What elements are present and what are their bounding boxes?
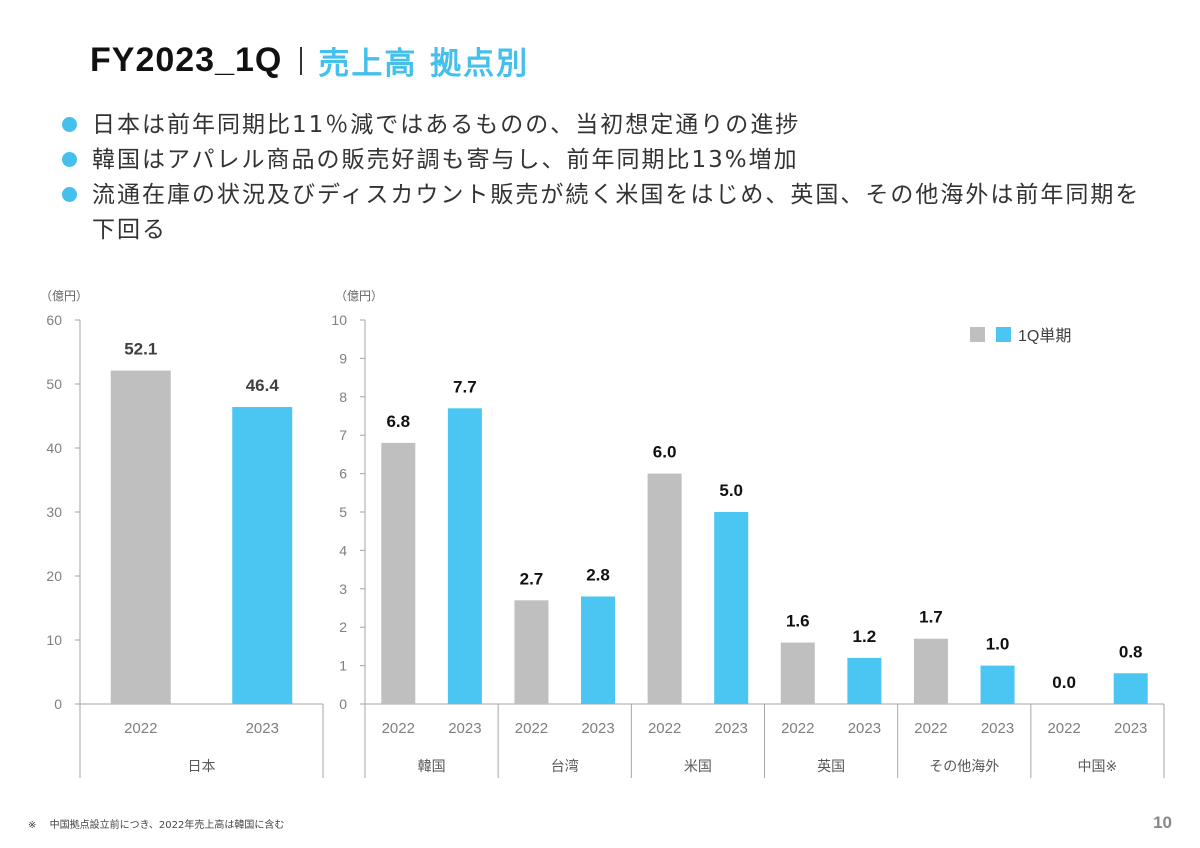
group-label: 台湾 <box>551 758 579 774</box>
data-label: 2.8 <box>586 565 610 584</box>
bullet-item: 流通在庫の状況及びディスカウント販売が続く米国をはじめ、英国、その他海外は前年同… <box>60 178 1160 248</box>
data-label: 0.8 <box>1119 642 1143 661</box>
bar-2022 <box>514 600 549 704</box>
y-tick-label: 2 <box>339 619 347 635</box>
footnote: ※ 中国拠点設立前につき、2022年売上高は韓国に含む <box>28 816 284 831</box>
bullet-dot-icon <box>62 187 77 202</box>
bar-2022 <box>381 442 416 704</box>
bar-2023 <box>714 512 749 704</box>
x-tick-label: 2023 <box>981 720 1014 737</box>
y-tick-label: 1 <box>339 658 347 674</box>
group-label: 日本 <box>188 758 216 774</box>
bar-2022 <box>647 473 682 704</box>
data-label: 1.0 <box>986 635 1010 654</box>
footnote-text: 中国拠点設立前につき、2022年売上高は韓国に含む <box>49 820 285 831</box>
y-tick-label: 4 <box>339 542 347 558</box>
bar-2022 <box>110 370 171 704</box>
x-tick-label: 2022 <box>382 720 415 737</box>
summary-bullets: 日本は前年同期比11％減ではあるものの、当初想定通りの進捗 韓国はアパレル商品の… <box>60 108 1160 248</box>
bar-2022 <box>780 642 815 704</box>
y-axis-unit-label: （億円） <box>335 289 383 303</box>
y-tick-label: 30 <box>46 504 62 520</box>
x-tick-label: 2022 <box>648 720 681 737</box>
y-tick-label: 6 <box>339 466 347 482</box>
x-tick-label: 2023 <box>448 720 481 737</box>
y-tick-label: 5 <box>339 504 347 520</box>
x-tick-label: 2023 <box>581 720 614 737</box>
group-label: その他海外 <box>929 758 999 774</box>
bar-2023 <box>447 408 482 704</box>
y-tick-label: 3 <box>339 581 347 597</box>
page-number: 10 <box>1153 813 1172 832</box>
y-tick-label: 8 <box>339 389 347 405</box>
x-tick-label: 2022 <box>914 720 947 737</box>
y-tick-label: 0 <box>54 696 62 712</box>
group-label: 韓国 <box>418 758 446 774</box>
legend-swatch-2022 <box>970 327 985 342</box>
group-label: 英国 <box>817 758 845 774</box>
x-tick-label: 2023 <box>848 720 881 737</box>
data-label: 52.1 <box>124 340 157 359</box>
bar-2023 <box>232 407 293 704</box>
bar-2023 <box>581 596 616 704</box>
bar-2023 <box>847 657 882 704</box>
title-topic: 売上高 拠点別 <box>318 46 530 82</box>
data-label: 2.7 <box>520 569 544 588</box>
bar-2022 <box>913 638 948 704</box>
slide-title: FY2023_1Q 売上高 拠点別 <box>90 38 529 83</box>
y-tick-label: 40 <box>46 440 62 456</box>
data-label: 46.4 <box>246 376 280 395</box>
title-period: FY2023_1Q <box>90 41 283 79</box>
y-tick-label: 10 <box>331 312 347 328</box>
legend-swatch-2023 <box>996 327 1011 342</box>
bullet-item: 日本は前年同期比11％減ではあるものの、当初想定通りの進捗 <box>60 108 1160 143</box>
y-tick-label: 20 <box>46 568 62 584</box>
group-label: 米国 <box>684 758 712 774</box>
data-label: 6.8 <box>386 412 410 431</box>
bullet-dot-icon <box>62 117 77 132</box>
bullet-item: 韓国はアパレル商品の販売好調も寄与し、前年同期比13%増加 <box>60 143 1160 178</box>
y-tick-label: 50 <box>46 376 62 392</box>
data-label: 5.0 <box>719 481 743 500</box>
x-tick-label: 2023 <box>246 720 279 737</box>
legend-label: 1Q単期 <box>1018 327 1071 345</box>
bar-2023 <box>980 665 1015 704</box>
data-label: 7.7 <box>453 377 477 396</box>
x-tick-label: 2023 <box>715 720 748 737</box>
x-tick-label: 2022 <box>515 720 548 737</box>
title-divider <box>300 46 303 75</box>
data-label: 6.0 <box>653 443 677 462</box>
data-label: 0.0 <box>1052 673 1076 692</box>
data-label: 1.6 <box>786 612 810 631</box>
data-label: 1.2 <box>853 627 877 646</box>
x-tick-label: 2022 <box>1047 720 1080 737</box>
x-tick-label: 2022 <box>781 720 814 737</box>
y-tick-label: 9 <box>339 350 347 366</box>
group-label: 中国※ <box>1078 758 1118 774</box>
data-label: 1.7 <box>919 608 943 627</box>
y-tick-label: 60 <box>46 312 62 328</box>
y-tick-label: 10 <box>46 632 62 648</box>
x-tick-label: 2023 <box>1114 720 1147 737</box>
x-tick-label: 2022 <box>124 720 157 737</box>
y-tick-label: 0 <box>339 696 347 712</box>
y-tick-label: 7 <box>339 427 347 443</box>
footnote-mark: ※ <box>28 820 37 831</box>
y-axis-unit-label: （億円） <box>40 289 88 303</box>
bullet-dot-icon <box>62 152 77 167</box>
bar-2023 <box>1113 673 1148 704</box>
